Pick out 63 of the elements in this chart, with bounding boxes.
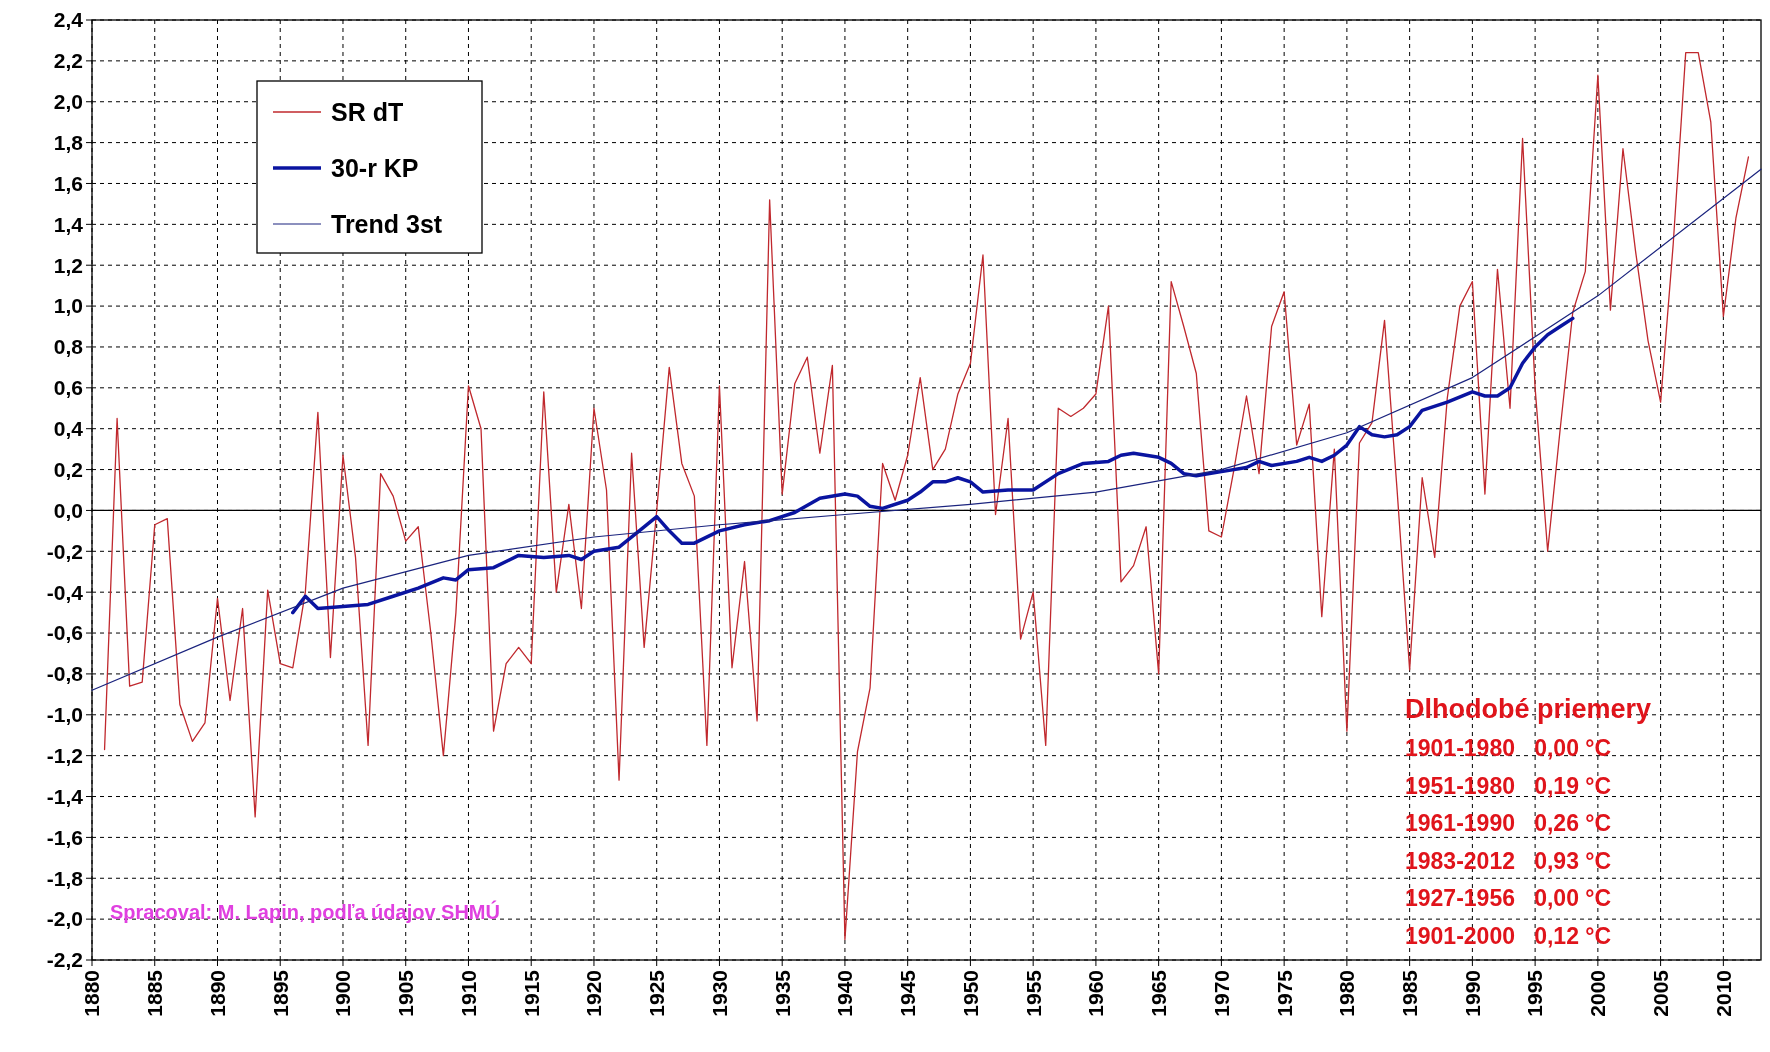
legend-label: SR dT	[331, 97, 404, 126]
x-tick-label: 1980	[1335, 970, 1359, 1017]
y-tick-label: 0,2	[53, 457, 83, 481]
annotation: 1927-1956 0,00 °C	[1405, 885, 1612, 912]
y-tick-label: 2,2	[53, 49, 83, 73]
y-tick-label: 2,4	[53, 8, 84, 32]
y-tick-label: 0,8	[53, 335, 84, 359]
y-tick-label: 2,0	[53, 90, 83, 114]
x-tick-label: 1885	[143, 969, 167, 1017]
x-tick-label: 1930	[707, 970, 731, 1017]
legend-label: Trend 3st	[331, 209, 443, 238]
x-tick-label: 1910	[456, 970, 480, 1017]
x-tick-label: 1915	[519, 969, 543, 1017]
x-tick-label: 1985	[1397, 969, 1421, 1017]
x-tick-label: 1970	[1209, 970, 1233, 1017]
x-tick-label: 1990	[1460, 970, 1484, 1017]
x-tick-label: 1955	[1021, 969, 1045, 1017]
x-tick-label: 1920	[582, 970, 606, 1017]
x-tick-label: 1900	[331, 970, 355, 1017]
annotation: 1901-1980 0,00 °C	[1405, 735, 1612, 762]
y-tick-label: 0,4	[53, 417, 84, 441]
annotation: Dlhodobé priemery	[1405, 694, 1652, 725]
line-series	[291, 316, 1575, 615]
x-tick-label: 1940	[833, 970, 857, 1017]
y-tick-label: 1,0	[53, 294, 83, 318]
y-tick-label: -0,2	[46, 539, 83, 563]
x-tick-label: 1965	[1147, 969, 1170, 1017]
annotation: 1983-2012 0,93 °C	[1405, 847, 1612, 874]
y-tick-label: 1,8	[53, 130, 84, 154]
y-tick-label: 1,2	[53, 253, 83, 277]
y-tick-label: -0,8	[46, 662, 84, 686]
y-tick-label: -0,4	[46, 580, 84, 604]
annotation: 1951-1980 0,19 °C	[1405, 772, 1612, 799]
x-tick-label: 1945	[896, 969, 920, 1017]
y-tick-label: -1,6	[46, 825, 83, 849]
x-tick-label: 1995	[1523, 969, 1547, 1017]
x-tick-label: 1950	[958, 970, 982, 1017]
x-tick-label: 2010	[1711, 970, 1735, 1017]
y-tick-label: -0,6	[46, 621, 83, 645]
x-tick-label: 1895	[268, 969, 292, 1017]
y-tick-label: -2,0	[46, 907, 83, 931]
y-tick-label: -1,4	[46, 784, 84, 808]
y-tick-label: -1,8	[46, 866, 84, 890]
y-tick-label: -2,2	[46, 948, 83, 972]
y-tick-label: 1,4	[53, 212, 84, 236]
x-tick-label: 1890	[205, 970, 229, 1017]
y-tick-label: 0,0	[53, 498, 83, 522]
x-tick-label: 1880	[80, 970, 104, 1017]
annotation: 1961-1990 0,26 °C	[1405, 810, 1612, 837]
y-tick-label: -1,0	[46, 703, 83, 727]
legend-label: 30-r KP	[331, 153, 419, 182]
y-tick-label: -1,2	[46, 744, 83, 767]
x-tick-label: 2000	[1586, 970, 1610, 1017]
x-tick-label: 1960	[1084, 970, 1108, 1017]
x-tick-label: 2005	[1648, 969, 1672, 1017]
annotation: Spracoval: M. Lapin, podľa údajov SHMÚ	[110, 900, 500, 923]
y-tick-label: 0,6	[53, 376, 83, 400]
annotation: 1901-2000 0,12 °C	[1405, 922, 1612, 949]
y-tick-label: 1,6	[53, 171, 83, 195]
x-tick-label: 1975	[1272, 969, 1296, 1017]
x-tick-label: 1925	[645, 969, 669, 1017]
x-tick-label: 1905	[394, 969, 418, 1017]
x-tick-label: 1935	[770, 969, 794, 1017]
